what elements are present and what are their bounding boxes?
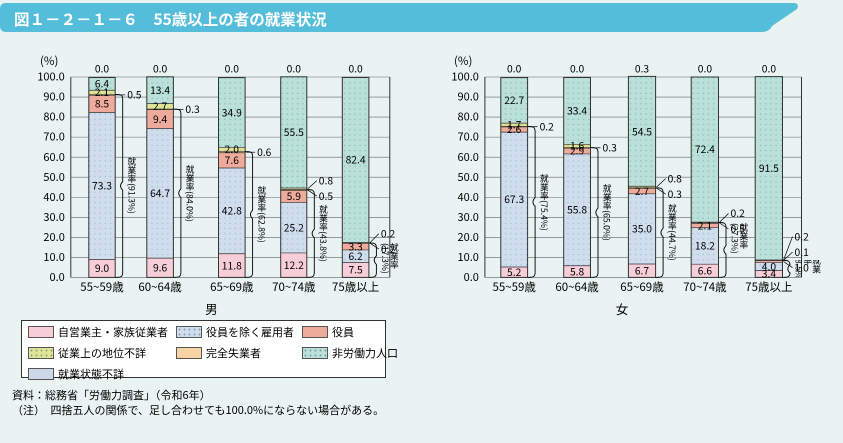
- svg-text:100.0: 100.0: [37, 69, 64, 85]
- svg-text:11.8: 11.8: [222, 257, 242, 272]
- svg-text:100.0: 100.0: [451, 69, 478, 85]
- svg-text:7.5: 7.5: [348, 262, 363, 277]
- svg-text:7.6: 7.6: [225, 152, 240, 167]
- svg-text:67.3: 67.3: [504, 191, 524, 206]
- svg-text:65~69歳: 65~69歳: [620, 279, 664, 295]
- svg-text:60~64歳: 60~64歳: [555, 279, 599, 295]
- svg-text:0.0: 0.0: [287, 61, 302, 76]
- svg-text:9.6: 9.6: [153, 260, 168, 275]
- svg-text:9.4: 9.4: [153, 111, 168, 126]
- svg-text:(%): (%): [40, 53, 58, 69]
- svg-text:2.9: 2.9: [570, 143, 585, 158]
- svg-text:64.7: 64.7: [150, 185, 170, 200]
- svg-text:9.0: 9.0: [95, 260, 110, 275]
- svg-text:0.2: 0.2: [381, 225, 396, 240]
- svg-text:25.2: 25.2: [284, 219, 304, 234]
- svg-text:70~74歳: 70~74歳: [683, 279, 727, 295]
- svg-text:90.0: 90.0: [458, 89, 479, 105]
- svg-text:30.0: 30.0: [43, 209, 64, 225]
- svg-text:0.8: 0.8: [668, 170, 683, 185]
- svg-text:10.0: 10.0: [458, 249, 479, 265]
- svg-text:70~74歳: 70~74歳: [272, 279, 316, 295]
- svg-text:8.5: 8.5: [95, 96, 110, 111]
- svg-text:20.0: 20.0: [458, 229, 479, 245]
- svg-text:75歳以上: 75歳以上: [332, 279, 379, 295]
- svg-text:65~69歳: 65~69歳: [210, 279, 254, 295]
- svg-text:0.8: 0.8: [319, 172, 334, 187]
- svg-text:0.0: 0.0: [507, 61, 522, 76]
- svg-text:0.0: 0.0: [95, 61, 110, 76]
- svg-text:0.0: 0.0: [153, 61, 168, 76]
- svg-text:0.0: 0.0: [464, 269, 479, 285]
- svg-text:6.7: 6.7: [635, 262, 650, 277]
- svg-text:50.0: 50.0: [43, 169, 64, 185]
- svg-text:80.0: 80.0: [43, 109, 64, 125]
- svg-text:0.0: 0.0: [762, 61, 777, 76]
- svg-text:0.0: 0.0: [698, 61, 713, 76]
- svg-text:60.0: 60.0: [43, 149, 64, 165]
- svg-text:40.0: 40.0: [43, 189, 64, 205]
- svg-text:2.6: 2.6: [507, 121, 522, 136]
- svg-text:75歳以上: 75歳以上: [745, 279, 792, 295]
- svg-text:男: 男: [205, 299, 218, 318]
- svg-text:90.0: 90.0: [43, 89, 64, 105]
- svg-text:0.0: 0.0: [570, 61, 585, 76]
- svg-text:2.7: 2.7: [635, 183, 650, 198]
- svg-text:42.8: 42.8: [222, 203, 242, 218]
- svg-text:0.2: 0.2: [731, 205, 746, 220]
- svg-text:33.4: 33.4: [567, 103, 587, 118]
- svg-text:22.7: 22.7: [504, 92, 524, 107]
- svg-text:73.3: 73.3: [92, 178, 112, 193]
- svg-text:18.2: 18.2: [695, 238, 715, 253]
- svg-text:13.4: 13.4: [150, 82, 170, 97]
- svg-text:34.9: 34.9: [222, 104, 242, 119]
- svg-text:5.2: 5.2: [507, 264, 522, 279]
- svg-text:0.0: 0.0: [50, 269, 65, 285]
- svg-text:60.0: 60.0: [458, 149, 479, 165]
- svg-text:12.2: 12.2: [284, 257, 304, 272]
- svg-text:5.8: 5.8: [570, 263, 585, 278]
- svg-text:6.6: 6.6: [698, 263, 713, 278]
- svg-text:30.0: 30.0: [458, 209, 479, 225]
- svg-text:72.4: 72.4: [695, 141, 715, 156]
- svg-text:2.1: 2.1: [698, 217, 713, 232]
- svg-text:5.9: 5.9: [287, 188, 302, 203]
- svg-text:20.0: 20.0: [43, 229, 64, 245]
- svg-text:(%): (%): [454, 53, 472, 69]
- svg-text:55~59歳: 55~59歳: [80, 279, 124, 295]
- svg-text:70.0: 70.0: [43, 129, 64, 145]
- svg-text:70.0: 70.0: [458, 129, 479, 145]
- svg-text:82.4: 82.4: [346, 152, 366, 167]
- svg-text:0.0: 0.0: [225, 61, 240, 76]
- svg-text:60~64歳: 60~64歳: [138, 279, 182, 295]
- svg-text:0.3: 0.3: [635, 61, 650, 76]
- svg-text:0.1: 0.1: [795, 244, 810, 259]
- svg-text:55.8: 55.8: [567, 202, 587, 217]
- svg-text:91.5: 91.5: [759, 160, 779, 175]
- svg-text:0.2: 0.2: [795, 228, 810, 243]
- svg-text:0.0: 0.0: [348, 61, 363, 76]
- svg-text:35.0: 35.0: [632, 221, 652, 236]
- svg-text:54.5: 54.5: [632, 123, 652, 138]
- svg-text:55.5: 55.5: [284, 124, 304, 139]
- svg-text:55~59歳: 55~59歳: [492, 279, 536, 295]
- svg-text:50.0: 50.0: [458, 169, 479, 185]
- svg-text:女: 女: [616, 299, 629, 318]
- svg-text:40.0: 40.0: [458, 189, 479, 205]
- svg-text:10.0: 10.0: [43, 249, 64, 265]
- svg-text:3.4: 3.4: [762, 266, 777, 281]
- svg-text:80.0: 80.0: [458, 109, 479, 125]
